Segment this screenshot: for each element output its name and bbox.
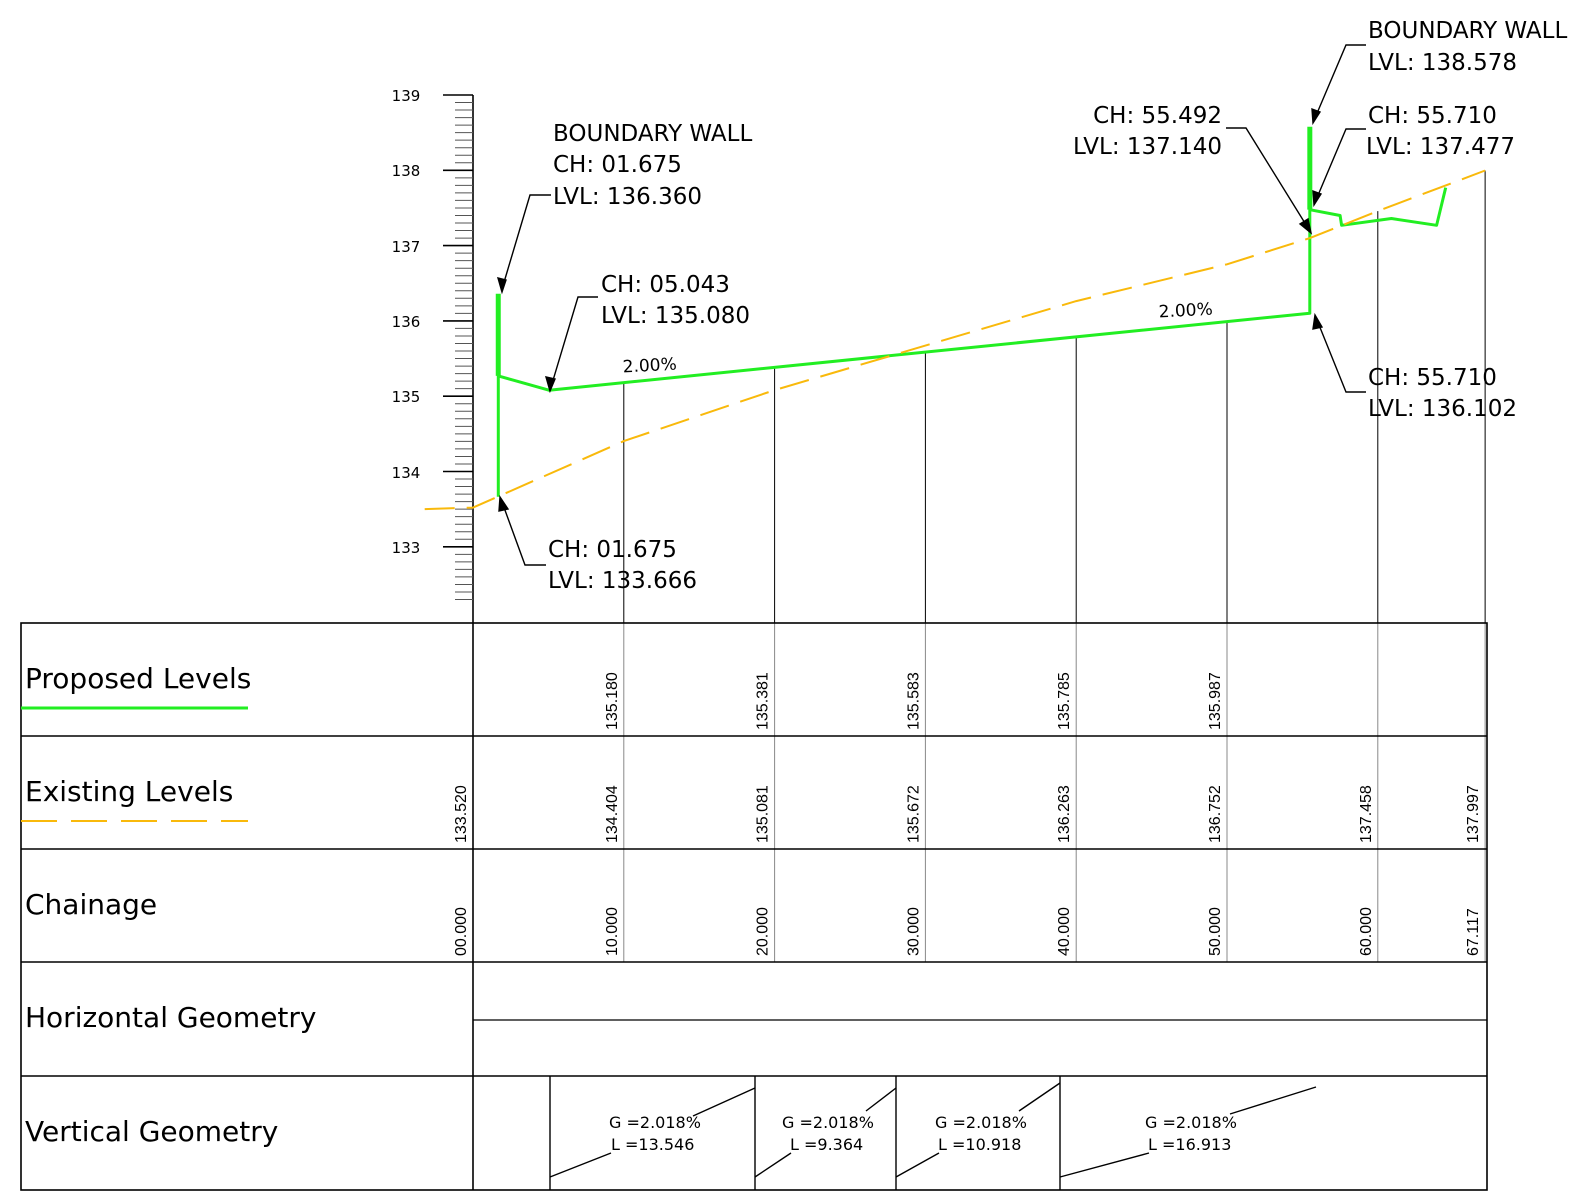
leader-bottom-left bbox=[501, 501, 546, 566]
chainage-value: 67.117 bbox=[1465, 908, 1482, 956]
axis-tick-label: 134 bbox=[392, 464, 421, 482]
axis-tick-label: 136 bbox=[392, 313, 421, 331]
annotation-text: BOUNDARY WALL bbox=[553, 121, 752, 147]
annotation-text: LVL: 136.360 bbox=[553, 184, 702, 210]
annotation-text: LVL: 137.477 bbox=[1366, 134, 1515, 160]
annotation-text: CH: 55.710 bbox=[1368, 365, 1497, 391]
vg-grade-line bbox=[1059, 1152, 1150, 1178]
annotation-text: LVL: 133.666 bbox=[548, 568, 697, 594]
arrowhead bbox=[1312, 189, 1323, 208]
station-lines bbox=[623, 170, 1486, 962]
chainage-value: 20.000 bbox=[755, 907, 772, 956]
data-table bbox=[20, 622, 1488, 1191]
vg-length-text: L =13.546 bbox=[611, 1135, 694, 1154]
row-label-vertical: Vertical Geometry bbox=[25, 1115, 278, 1148]
vg-grade-text: G =2.018% bbox=[609, 1113, 701, 1132]
leader-right-b bbox=[1315, 128, 1366, 201]
annotation-text: BOUNDARY WALL bbox=[1368, 18, 1567, 44]
chainage-value: 00.000 bbox=[453, 907, 470, 956]
arrowhead bbox=[1311, 107, 1322, 126]
axis-ticks bbox=[443, 94, 473, 601]
proposed-level-value: 135.987 bbox=[1207, 672, 1224, 730]
axis-labels: 139 138 137 136 135 134 133 bbox=[392, 87, 421, 557]
annotation-text: CH: 01.675 bbox=[548, 537, 677, 563]
vg-grade-line bbox=[1018, 1082, 1061, 1112]
chainage-value: 10.000 bbox=[604, 907, 621, 956]
arrowhead bbox=[1298, 217, 1313, 235]
vg-grade-text: G =2.018% bbox=[935, 1113, 1027, 1132]
annotation-text: CH: 05.043 bbox=[601, 272, 730, 298]
proposed-level-value: 135.381 bbox=[755, 672, 772, 730]
annotation-text: LVL: 138.578 bbox=[1368, 50, 1517, 76]
leader-wall-left bbox=[501, 194, 551, 290]
level-axis: 139 138 137 136 135 134 133 bbox=[392, 87, 474, 623]
leader-right-c bbox=[1316, 319, 1366, 393]
proposed-level-value: 135.583 bbox=[905, 672, 922, 730]
row-label-chainage: Chainage bbox=[25, 888, 157, 921]
grade-label: 2.00% bbox=[622, 355, 677, 378]
axis-tick-label: 135 bbox=[392, 388, 421, 406]
axis-tick-label: 137 bbox=[392, 238, 421, 256]
table-border bbox=[20, 622, 1488, 1191]
vg-length-text: L =9.364 bbox=[790, 1135, 863, 1154]
arrowhead bbox=[498, 494, 510, 512]
existing-level-value: 136.752 bbox=[1207, 785, 1224, 843]
vg-length-text: L =10.918 bbox=[938, 1135, 1021, 1154]
proposed-level-value: 135.180 bbox=[604, 672, 621, 730]
axis-tick-label: 139 bbox=[392, 87, 421, 105]
arrowhead bbox=[496, 277, 507, 295]
arrowhead bbox=[1312, 312, 1324, 330]
existing-level-value: 136.263 bbox=[1056, 785, 1073, 843]
existing-level-value: 135.081 bbox=[755, 785, 772, 843]
annotation-text: LVL: 137.140 bbox=[1073, 134, 1222, 160]
annotation-text: CH: 55.710 bbox=[1368, 103, 1497, 129]
annotation-text: LVL: 135.080 bbox=[601, 303, 750, 329]
vg-grade-line bbox=[865, 1087, 897, 1112]
existing-level-value: 134.404 bbox=[604, 785, 621, 843]
row-labels: Proposed Levels Existing Levels Chainage… bbox=[21, 662, 316, 1148]
existing-level-value: 137.997 bbox=[1465, 785, 1482, 843]
chainage-value: 40.000 bbox=[1056, 907, 1073, 956]
row-label-horizontal: Horizontal Geometry bbox=[25, 1001, 316, 1034]
leader-right-a bbox=[1226, 127, 1309, 229]
vg-grade-line bbox=[692, 1087, 756, 1117]
annotation-text: CH: 01.675 bbox=[553, 152, 682, 178]
proposed-levels-line bbox=[496, 187, 1448, 497]
row-label-existing: Existing Levels bbox=[25, 775, 233, 808]
arrowhead bbox=[545, 376, 556, 394]
vg-grade-text: G =2.018% bbox=[782, 1113, 874, 1132]
grade-label: 2.00% bbox=[1158, 300, 1213, 323]
proposed-level-value: 135.785 bbox=[1056, 672, 1073, 730]
vg-grade-line bbox=[1229, 1086, 1317, 1115]
vertical-geometry: G =2.018% L =13.546 G =2.018% L =9.364 G… bbox=[549, 1076, 1317, 1190]
existing-levels-line bbox=[424, 169, 1486, 511]
leader-mid-left bbox=[550, 296, 598, 388]
vg-grade-line bbox=[895, 1152, 940, 1178]
vg-grade-line bbox=[549, 1152, 612, 1178]
profile-lines bbox=[424, 126, 1486, 511]
chainage-value: 50.000 bbox=[1207, 907, 1224, 956]
annotation-text: CH: 55.492 bbox=[1093, 103, 1222, 129]
axis-tick-label: 133 bbox=[392, 539, 421, 557]
station-values: 133.520 00.000 135.180 134.404 10.000 135.381… bbox=[453, 672, 1482, 956]
existing-level-value: 133.520 bbox=[453, 785, 470, 843]
vg-length-text: L =16.913 bbox=[1148, 1135, 1231, 1154]
annotation-text: LVL: 136.102 bbox=[1368, 396, 1517, 422]
axis-tick-label: 138 bbox=[392, 162, 421, 180]
leader-lines bbox=[496, 44, 1366, 566]
row-label-proposed: Proposed Levels bbox=[25, 662, 251, 695]
vg-grade-line bbox=[754, 1152, 792, 1178]
existing-level-value: 135.672 bbox=[905, 785, 922, 843]
annotations: BOUNDARY WALL CH: 01.675 LVL: 136.360 CH… bbox=[548, 18, 1567, 594]
chainage-value: 30.000 bbox=[905, 907, 922, 956]
vg-grade-text: G =2.018% bbox=[1145, 1113, 1237, 1132]
chainage-value: 60.000 bbox=[1358, 907, 1375, 956]
existing-level-value: 137.458 bbox=[1358, 785, 1375, 843]
leader-wall-right bbox=[1314, 44, 1366, 119]
